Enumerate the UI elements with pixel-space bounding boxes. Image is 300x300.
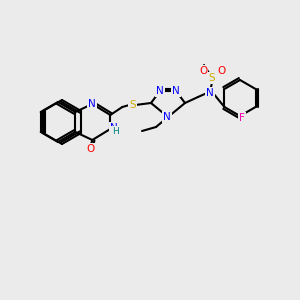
Text: S: S [209,73,215,83]
Text: S: S [129,100,136,110]
Text: N: N [163,112,171,122]
Text: N: N [110,123,118,133]
Text: O: O [199,66,207,76]
Text: N: N [206,88,214,98]
Text: O: O [86,144,94,154]
Text: N: N [156,86,164,96]
Text: N: N [88,99,96,109]
Text: H: H [112,127,119,136]
Text: O: O [217,66,225,76]
Text: F: F [239,113,245,123]
Text: N: N [172,86,180,96]
